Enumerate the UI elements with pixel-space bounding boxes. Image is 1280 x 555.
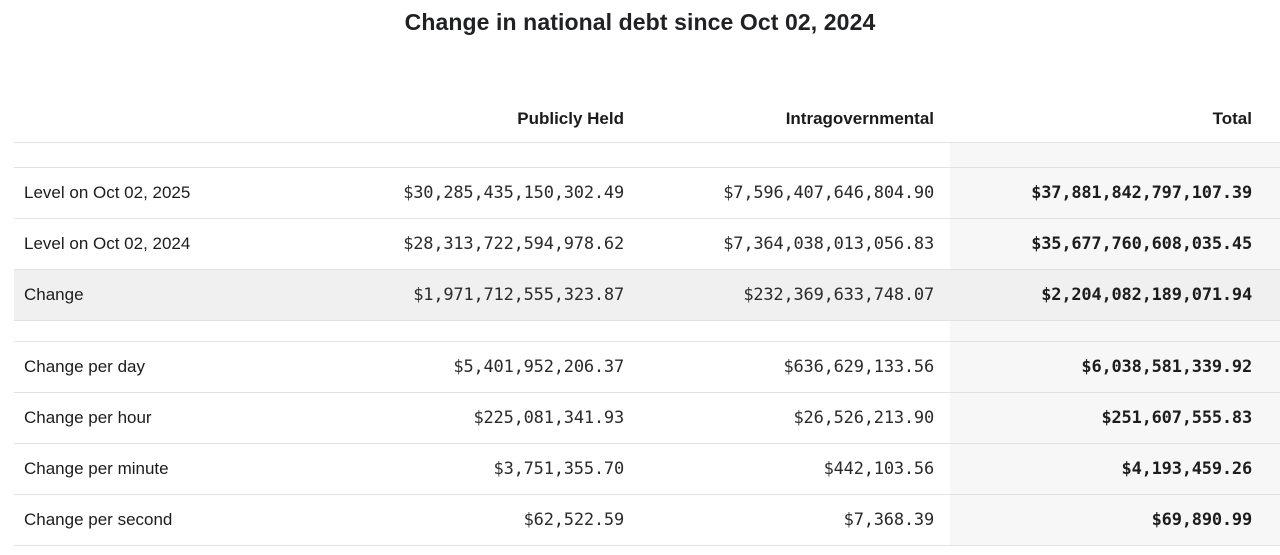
intragovernmental-cell: $7,596,407,646,804.90 bbox=[640, 167, 950, 219]
row-label: Change bbox=[14, 269, 354, 321]
total-cell: $69,890.99 bbox=[950, 494, 1280, 546]
spacer-row bbox=[14, 320, 1280, 342]
table-row: Level on Oct 02, 2025 $30,285,435,150,302… bbox=[14, 167, 1280, 219]
column-header-publicly-held: Publicly Held bbox=[354, 96, 640, 143]
table-row: Change $1,971,712,555,323.87 $232,369,633,… bbox=[14, 269, 1280, 321]
column-header-label bbox=[14, 96, 354, 143]
page-title-prefix: Change in national debt bbox=[404, 9, 675, 35]
intragovernmental-cell: $7,364,038,013,056.83 bbox=[640, 218, 950, 270]
table-row: Change per hour $225,081,341.93 $26,526,21… bbox=[14, 392, 1280, 444]
spacer-cell bbox=[14, 143, 354, 168]
total-cell: $37,881,842,797,107.39 bbox=[950, 167, 1280, 219]
spacer-cell bbox=[14, 321, 354, 342]
row-label: Change per minute bbox=[14, 443, 354, 495]
publicly-held-cell: $28,313,722,594,978.62 bbox=[354, 218, 640, 270]
spacer-cell bbox=[640, 321, 950, 342]
publicly-held-cell: $30,285,435,150,302.49 bbox=[354, 167, 640, 219]
total-cell: $4,193,459.26 bbox=[950, 443, 1280, 495]
publicly-held-cell: $225,081,341.93 bbox=[354, 392, 640, 444]
row-label: Level on Oct 02, 2025 bbox=[14, 167, 354, 219]
publicly-held-cell: $62,522.59 bbox=[354, 494, 640, 546]
column-header-intragovernmental: Intragovernmental bbox=[640, 96, 950, 143]
intragovernmental-cell: $7,368.39 bbox=[640, 494, 950, 546]
table-row: Change per minute $3,751,355.70 $442,103.5… bbox=[14, 443, 1280, 495]
page-title-suffix: since Oct 02, 2024 bbox=[674, 9, 876, 35]
spacer-row bbox=[14, 142, 1280, 168]
spacer-cell bbox=[354, 321, 640, 342]
row-label: Change per day bbox=[14, 341, 354, 393]
row-label: Change per second bbox=[14, 494, 354, 546]
row-label: Change per hour bbox=[14, 392, 354, 444]
total-cell: $35,677,760,608,035.45 bbox=[950, 218, 1280, 270]
publicly-held-cell: $3,751,355.70 bbox=[354, 443, 640, 495]
table-header-row: Publicly Held Intragovernmental Total bbox=[14, 96, 1280, 143]
spacer-cell bbox=[950, 320, 1280, 342]
intragovernmental-cell: $232,369,633,748.07 bbox=[640, 269, 950, 321]
row-label: Level on Oct 02, 2024 bbox=[14, 218, 354, 270]
table-row: Level on Oct 02, 2024 $28,313,722,594,978… bbox=[14, 218, 1280, 270]
spacer-cell bbox=[950, 142, 1280, 168]
total-cell: $251,607,555.83 bbox=[950, 392, 1280, 444]
table-row: Change per day $5,401,952,206.37 $636,629,… bbox=[14, 341, 1280, 393]
intragovernmental-cell: $636,629,133.56 bbox=[640, 341, 950, 393]
table-body: Level on Oct 02, 2025 $30,285,435,150,302… bbox=[14, 142, 1280, 546]
national-debt-change-table: Publicly Held Intragovernmental Total Le… bbox=[14, 96, 1280, 546]
column-header-total: Total bbox=[950, 96, 1280, 143]
page-title: Change in national debt since Oct 02, 20… bbox=[0, 5, 1280, 39]
publicly-held-cell: $1,971,712,555,323.87 bbox=[354, 269, 640, 321]
spacer-cell bbox=[640, 143, 950, 168]
intragovernmental-cell: $26,526,213.90 bbox=[640, 392, 950, 444]
total-cell: $2,204,082,189,071.94 bbox=[950, 269, 1280, 321]
intragovernmental-cell: $442,103.56 bbox=[640, 443, 950, 495]
publicly-held-cell: $5,401,952,206.37 bbox=[354, 341, 640, 393]
spacer-cell bbox=[354, 143, 640, 168]
table-row: Change per second $62,522.59 $7,368.39 $69,… bbox=[14, 494, 1280, 546]
total-cell: $6,038,581,339.92 bbox=[950, 341, 1280, 393]
